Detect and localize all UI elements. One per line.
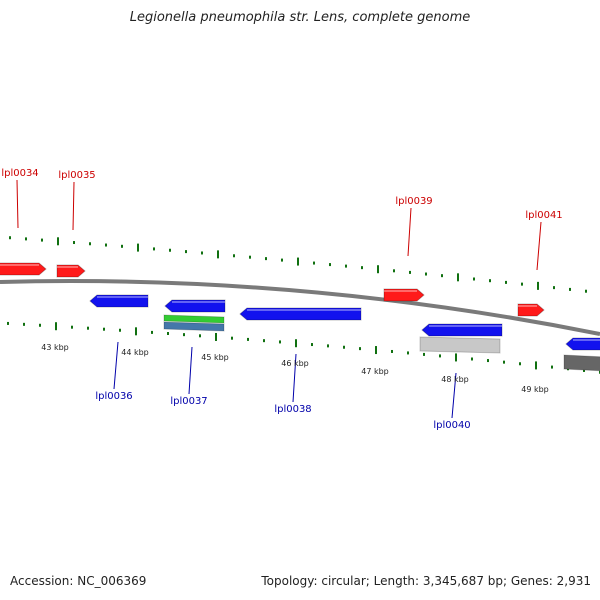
gene-label-lpl0036[interactable]: lpl0036 — [95, 391, 132, 402]
scale-label: 43 kbp — [41, 343, 69, 352]
genome-summary-text: Topology: circular; Length: 3,345,687 bp… — [261, 574, 591, 588]
steel-blue-feature[interactable] — [163, 321, 225, 332]
dark-gray-feature[interactable] — [563, 354, 600, 372]
scale-label: 45 kbp — [201, 353, 229, 362]
gene-label-lpl0039[interactable]: lpl0039 — [395, 196, 432, 207]
reverse-gene-lpl0036[interactable] — [89, 294, 149, 308]
forward-gene-lpl0035-body — [56, 264, 86, 278]
reverse-gene-lpl0036-body — [89, 294, 149, 308]
reverse-gene-lpl0040[interactable] — [421, 323, 503, 337]
reverse-gene-partial-body — [565, 337, 600, 351]
forward-gene-lpl0041[interactable] — [517, 303, 545, 317]
map-title: Legionella pneumophila str. Lens, comple… — [129, 10, 471, 25]
inner-tick-track — [7, 321, 600, 374]
gene-label-leader — [536, 221, 542, 271]
reverse-gene-lpl0037[interactable] — [164, 299, 226, 313]
light-gray-feature[interactable] — [419, 336, 501, 354]
gene-label-lpl0040[interactable]: lpl0040 — [433, 420, 470, 431]
scale-label-layer: 43 kbp 44 kbp 45 kbp 46 kbp 47 kbp 48 kbp 49 k… — [41, 343, 549, 394]
gene-label-lpl0037[interactable]: lpl0037 — [170, 396, 207, 407]
gene-label-leader — [451, 372, 457, 419]
scale-label: 46 kbp — [281, 359, 309, 368]
gene-label-leader — [407, 207, 412, 257]
reverse-gene-lpl0040-body — [421, 323, 503, 337]
gene-label-lpl0035[interactable]: lpl0035 — [58, 170, 95, 181]
gene-label-leader — [72, 181, 75, 231]
forward-gene-lpl0039-body — [383, 288, 425, 302]
reverse-gene-lpl0037-body — [164, 299, 226, 313]
green-feature[interactable] — [163, 314, 225, 324]
gene-label-lpl0041[interactable]: lpl0041 — [525, 210, 562, 221]
scale-label: 47 kbp — [361, 367, 389, 376]
forward-gene-lpl0039[interactable] — [383, 288, 425, 302]
gene-label-leader — [188, 346, 193, 395]
reverse-gene-lpl0038[interactable] — [239, 307, 362, 321]
scale-label: 49 kbp — [521, 385, 549, 394]
feature-layer — [163, 314, 600, 372]
gene-label-leader — [113, 341, 119, 390]
reverse-gene-partial[interactable] — [565, 337, 600, 351]
forward-gene-lpl0034[interactable] — [0, 262, 47, 276]
label-layer: lpl0034 lpl0035 lpl0039 lpl0041 lpl0036 lpl00… — [1, 168, 562, 431]
forward-gene-lpl0034-body — [0, 262, 47, 276]
gene-label-leader — [16, 179, 19, 229]
scale-label: 44 kbp — [121, 348, 149, 357]
gene-label-lpl0034[interactable]: lpl0034 — [1, 168, 38, 179]
scale-label: 48 kbp — [441, 375, 469, 384]
reverse-gene-lpl0038-body — [239, 307, 362, 321]
gene-label-lpl0038[interactable]: lpl0038 — [274, 404, 311, 415]
genome-backbone — [0, 279, 600, 336]
forward-gene-lpl0041-body — [517, 303, 545, 317]
gene-layer — [0, 262, 600, 351]
accession-text: Accession: NC_006369 — [10, 574, 147, 588]
forward-gene-lpl0035[interactable] — [56, 264, 86, 278]
gene-label-leader — [292, 353, 297, 403]
outer-tick-track — [9, 236, 587, 293]
